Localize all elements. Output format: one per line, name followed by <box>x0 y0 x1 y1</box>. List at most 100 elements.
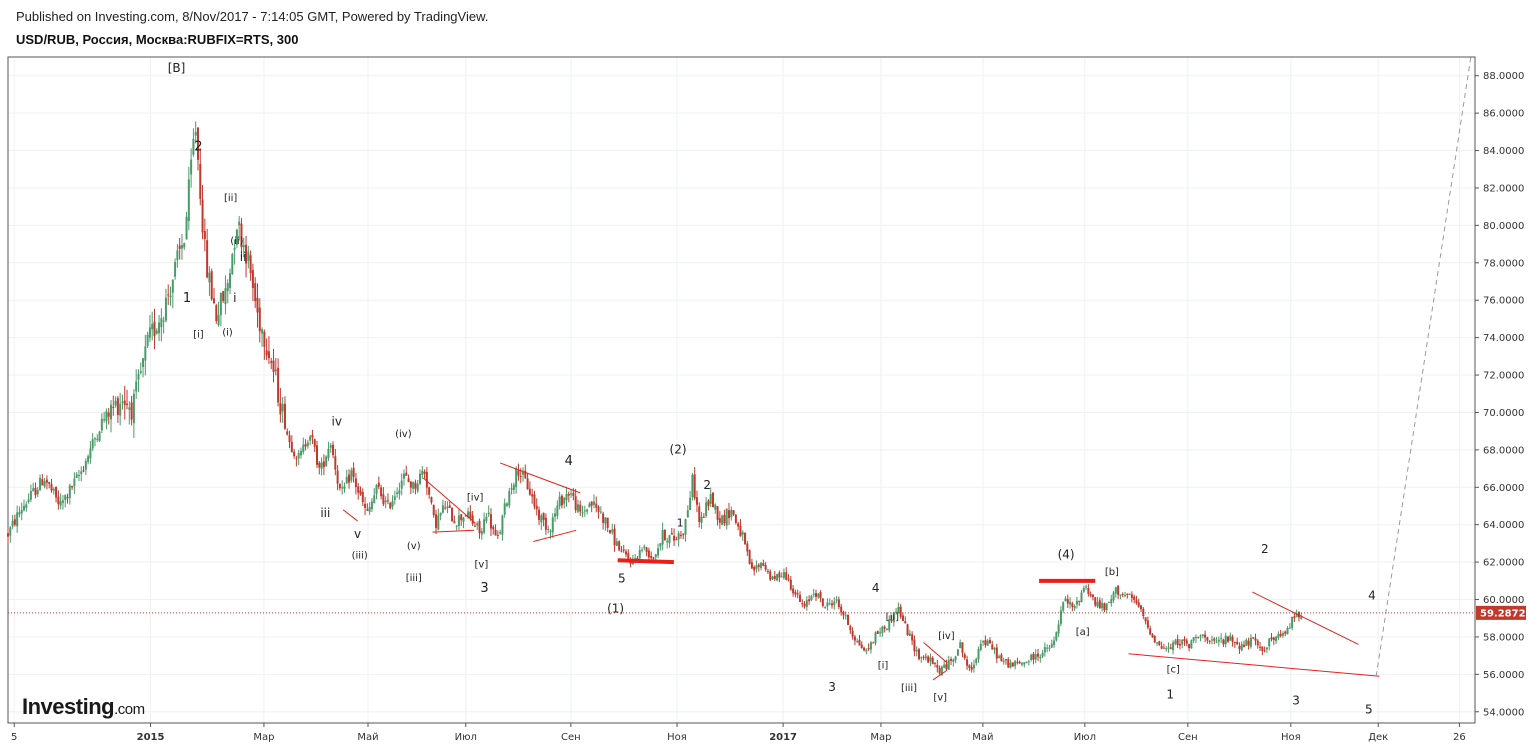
candle-body <box>361 491 364 503</box>
x-tick-label: Ноя <box>667 732 687 743</box>
candle-body <box>57 496 60 505</box>
candle-body <box>1075 600 1078 605</box>
candle-body <box>922 656 925 658</box>
candle-body <box>299 451 302 456</box>
candle-body <box>444 507 447 509</box>
candle-body <box>673 535 676 541</box>
candle-body <box>638 550 641 559</box>
candle-body <box>1119 594 1122 596</box>
candle-body <box>9 527 12 536</box>
candle-body <box>238 221 241 226</box>
candle-body <box>1201 634 1204 636</box>
candle-body <box>265 350 268 356</box>
candle-body <box>386 500 389 502</box>
current-price-label: 59.2872 <box>1480 608 1526 619</box>
candle-body <box>652 557 655 559</box>
candle-body <box>277 367 280 403</box>
candle-body <box>425 471 428 488</box>
candle-body <box>210 271 213 300</box>
candle-body <box>196 127 199 160</box>
candle-body <box>995 647 998 659</box>
candle-body <box>1263 650 1266 652</box>
candle-body <box>112 407 115 409</box>
candle-body <box>1096 601 1099 607</box>
candle-body <box>164 297 167 321</box>
candle-body <box>364 503 367 508</box>
candle-body <box>1037 653 1040 657</box>
wave-label: 1 <box>1166 688 1174 702</box>
candle-body <box>480 530 483 535</box>
candle-body <box>1270 637 1273 640</box>
candle-body <box>483 519 486 533</box>
candle-body <box>1293 616 1296 619</box>
wave-label: 3 <box>1292 693 1300 707</box>
candle-body <box>1194 636 1197 639</box>
candle-body <box>522 471 525 475</box>
y-tick-label: 78.0000 <box>1483 258 1524 269</box>
candle-body <box>636 558 639 560</box>
candle-body <box>576 504 579 512</box>
x-tick-label: Июл <box>1074 732 1096 743</box>
candle-body <box>581 512 584 514</box>
candle-body <box>853 636 856 641</box>
candle-body <box>73 478 76 487</box>
candle-body <box>927 656 930 663</box>
candle-body <box>192 138 195 155</box>
candle-body <box>705 502 708 516</box>
candle-body <box>956 649 959 656</box>
candle-body <box>805 600 808 607</box>
candle-body <box>528 488 531 495</box>
candle-body <box>267 351 270 359</box>
candle-body <box>885 629 888 631</box>
wave-label: [iii] <box>901 683 917 694</box>
candle-body <box>137 374 140 380</box>
wave-label: (v) <box>407 541 421 552</box>
candle-body <box>952 659 955 662</box>
candle-body <box>586 509 589 512</box>
candle-body <box>645 547 648 552</box>
candle-body <box>13 519 16 525</box>
candle-body <box>785 572 788 580</box>
x-tick-label: Май <box>357 732 378 743</box>
candle-body <box>998 656 1001 659</box>
investing-logo[interactable]: Investing.com <box>22 694 145 720</box>
candle-body <box>171 279 174 293</box>
candle-body <box>116 397 119 416</box>
wave-label: ii <box>240 250 247 264</box>
wave-label: 1 <box>677 517 684 530</box>
candle-body <box>574 496 577 511</box>
candle-body <box>689 497 692 511</box>
candle-body <box>1018 661 1021 664</box>
candle-body <box>1227 636 1230 642</box>
candle-body <box>158 322 161 334</box>
wave-label: (iii) <box>352 550 368 561</box>
candle-body <box>1064 598 1067 602</box>
candle-body <box>1085 586 1088 588</box>
projection-line <box>1375 56 1472 677</box>
candle-body <box>1252 637 1255 639</box>
wave-label: 2 <box>703 478 711 492</box>
candle-body <box>879 632 882 634</box>
candle-body <box>61 500 64 503</box>
candle-body <box>1268 638 1271 647</box>
candle-body <box>1144 617 1147 622</box>
candle-body <box>302 444 305 453</box>
candle-body <box>508 491 511 506</box>
candle-body <box>100 418 103 431</box>
candle-body <box>1110 599 1113 604</box>
candle-body <box>1199 635 1202 637</box>
wave-label: (4) <box>1058 547 1075 561</box>
candle-body <box>123 400 126 405</box>
candle-body <box>867 648 870 650</box>
candle-body <box>945 664 948 670</box>
candle-body <box>908 633 911 636</box>
candle-body <box>744 532 747 545</box>
candle-body <box>535 505 538 510</box>
y-tick-label: 66.0000 <box>1483 483 1524 494</box>
candle-body <box>972 664 975 669</box>
candle-body <box>1277 634 1280 638</box>
candle-body <box>1046 647 1049 649</box>
candle-body <box>812 593 815 595</box>
candle-body <box>650 556 653 559</box>
